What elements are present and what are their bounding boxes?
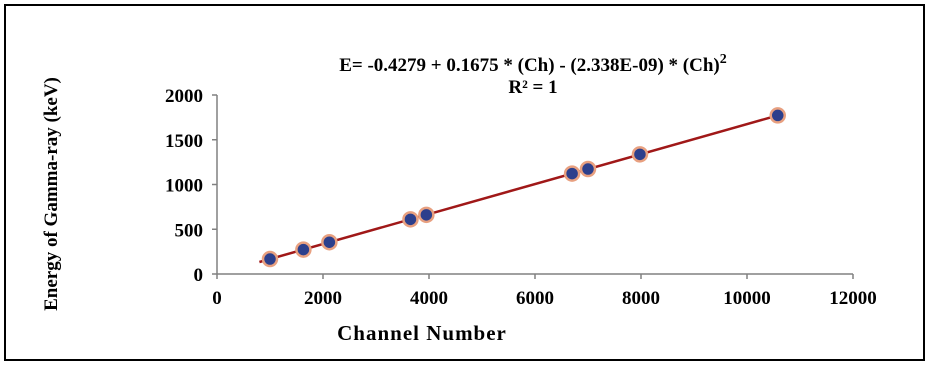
data-point <box>261 250 279 268</box>
y-tick-label: 500 <box>175 220 204 241</box>
y-axis-title: Energy of Gamma-ray (keV) <box>41 77 62 311</box>
y-tick-label: 0 <box>194 265 204 286</box>
data-point <box>579 160 597 178</box>
equation-main: E= -0.4279 + 0.1675 * (Ch) - (2.338E-09)… <box>339 55 720 76</box>
x-tick-label: 2000 <box>304 288 342 309</box>
x-tick-labels: 0 2000 4000 6000 8000 10000 12000 <box>212 288 877 309</box>
data-point <box>418 206 435 224</box>
data-point <box>563 165 581 182</box>
x-tick-label: 4000 <box>410 288 448 309</box>
x-tick-label: 8000 <box>622 288 660 309</box>
x-axis-title: Channel Number <box>337 321 507 345</box>
data-point <box>631 146 649 163</box>
trendline <box>259 113 780 264</box>
data-point <box>321 233 338 251</box>
y-tick-label: 1500 <box>165 131 203 152</box>
equation-superscript: 2 <box>720 52 727 67</box>
axes <box>212 94 854 279</box>
y-tick-labels: 0 500 1000 1500 2000 <box>165 86 203 286</box>
x-tick-label: 0 <box>212 288 222 309</box>
fit-line <box>259 113 780 264</box>
y-tick-label: 2000 <box>165 86 203 107</box>
scatter-chart: 0 500 1000 1500 2000 0 2000 4000 6000 8000 10000 1… <box>41 52 877 345</box>
x-tick-label: 6000 <box>516 288 554 309</box>
data-point <box>769 107 786 124</box>
data-point <box>402 211 419 228</box>
x-tick-label: 12000 <box>829 288 877 309</box>
chart-frame: 0 500 1000 1500 2000 0 2000 4000 6000 8000 10000 1… <box>4 4 925 361</box>
data-points <box>261 107 786 268</box>
equation-annotation: E= -0.4279 + 0.1675 * (Ch) - (2.338E-09)… <box>339 52 727 76</box>
x-tick-label: 10000 <box>723 288 771 309</box>
r-squared-annotation: R² = 1 <box>508 77 557 98</box>
data-point <box>295 241 312 258</box>
y-tick-label: 1000 <box>165 176 203 197</box>
